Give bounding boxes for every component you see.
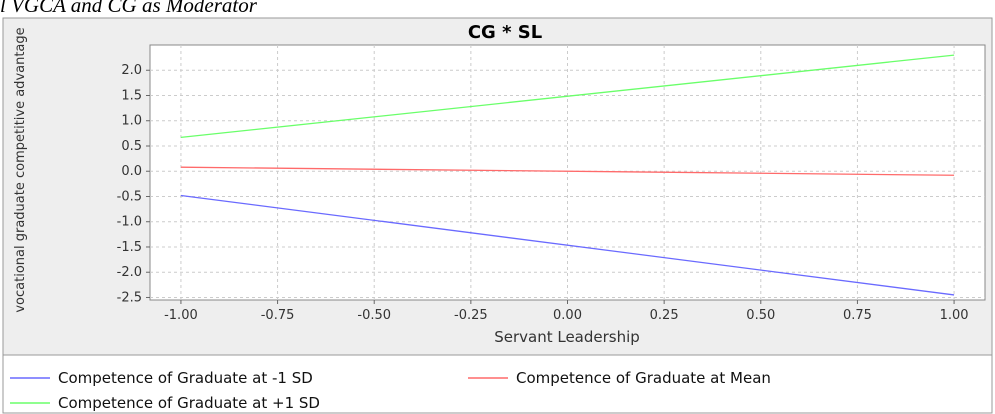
y-tick-label: 1.5 bbox=[121, 88, 142, 103]
x-tick-label: 0.75 bbox=[843, 308, 872, 323]
y-tick-label: 2.0 bbox=[121, 63, 142, 78]
series-line bbox=[180, 194, 955, 296]
series-line bbox=[180, 54, 955, 139]
legend-label: Competence of Graduate at +1 SD bbox=[58, 394, 320, 412]
y-tick-label: -0.5 bbox=[117, 189, 142, 204]
x-tick-label: 0.00 bbox=[553, 308, 582, 323]
legend-label: Competence of Graduate at Mean bbox=[516, 369, 771, 387]
caption: l VGCA and CG as Moderator bbox=[0, 0, 258, 17]
x-tick-label: -0.75 bbox=[261, 308, 295, 323]
y-tick-label: -1.5 bbox=[117, 240, 142, 255]
x-tick-label: -0.25 bbox=[454, 308, 488, 323]
y-tick-label: -1.0 bbox=[117, 215, 142, 230]
x-tick-label: -1.00 bbox=[164, 308, 198, 323]
x-tick-label: -0.50 bbox=[357, 308, 391, 323]
x-tick-label: 1.00 bbox=[940, 308, 969, 323]
y-tick-label: 1.0 bbox=[121, 114, 142, 129]
y-tick-label: 0.5 bbox=[121, 139, 142, 154]
chart-title: CG * SL bbox=[468, 22, 542, 43]
series-line bbox=[180, 166, 955, 176]
y-axis-label: vocational graduate competitive advantag… bbox=[13, 27, 28, 312]
y-tick-label: -2.0 bbox=[117, 265, 142, 280]
x-tick-label: 0.50 bbox=[746, 308, 775, 323]
x-axis-label: Servant Leadership bbox=[494, 328, 640, 346]
x-tick-label: 0.25 bbox=[650, 308, 679, 323]
y-tick-label: 0.0 bbox=[121, 164, 142, 179]
legend-label: Competence of Graduate at -1 SD bbox=[58, 369, 313, 387]
y-tick-label: -2.5 bbox=[117, 290, 142, 305]
legend-box bbox=[2, 354, 993, 414]
